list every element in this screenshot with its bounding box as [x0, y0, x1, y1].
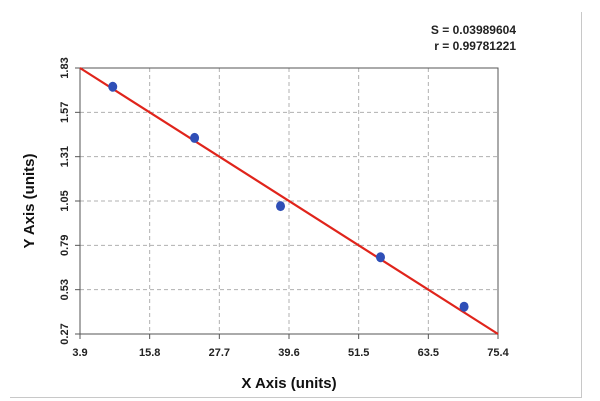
y-tick-label: 1.83 [59, 57, 71, 78]
x-tick-label: 63.5 [418, 347, 439, 359]
data-point [190, 132, 200, 143]
y-tick-label: 0.53 [59, 279, 71, 300]
y-tick-label: 1.05 [59, 190, 71, 211]
fit-line-layer [79, 67, 499, 335]
data-point [108, 81, 118, 92]
x-tick-label: 27.7 [209, 347, 230, 359]
x-tick-label: 75.4 [487, 347, 509, 359]
stat-s-annotation: S = 0.03989604 [430, 23, 516, 37]
point-layer [108, 81, 469, 312]
tick-layer: 3.9 15.8 27.7 39.6 51.5 63.5 75.4 0.27 0.53 0.79 1… [59, 57, 510, 359]
stat-r-annotation: r = 0.99781221 [434, 39, 516, 53]
x-tick-label: 3.9 [72, 347, 87, 359]
data-point [459, 301, 469, 312]
y-tick-label: 1.57 [59, 102, 71, 123]
x-tick-label: 15.8 [139, 347, 160, 359]
y-tick-label: 0.27 [59, 323, 71, 344]
y-tick-label: 0.79 [59, 235, 71, 256]
y-axis-title: Y Axis (units) [21, 153, 38, 248]
x-axis-title: X Axis (units) [241, 375, 336, 392]
data-point [375, 252, 385, 263]
x-tick-label: 51.5 [348, 347, 369, 359]
y-tick-label: 1.31 [59, 146, 71, 167]
data-point [276, 201, 286, 212]
fit-line [79, 67, 499, 335]
x-tick-label: 39.6 [278, 347, 299, 359]
